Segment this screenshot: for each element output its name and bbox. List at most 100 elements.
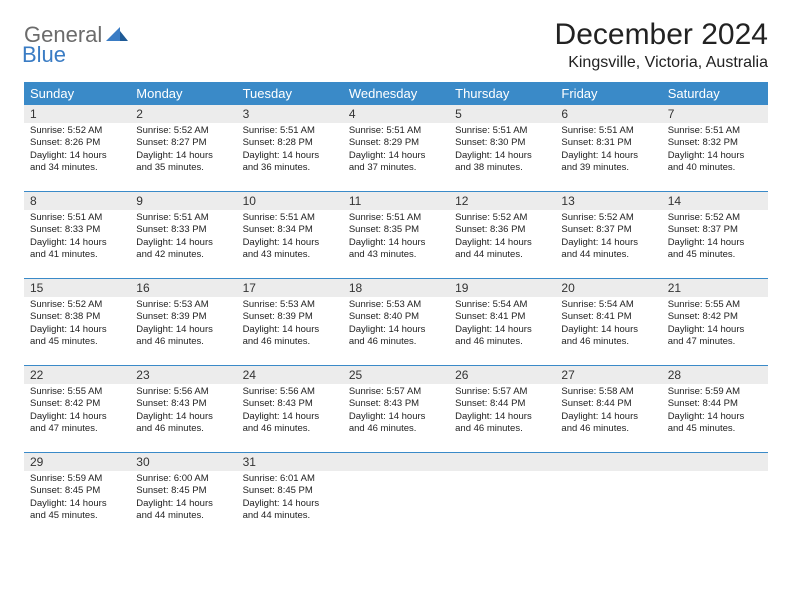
day-number: 17: [237, 279, 343, 297]
day-content: Sunrise: 5:52 AMSunset: 8:26 PMDaylight:…: [24, 123, 130, 178]
day-number: 19: [449, 279, 555, 297]
calendar-day-cell: 31Sunrise: 6:01 AMSunset: 8:45 PMDayligh…: [237, 453, 343, 540]
day-content: Sunrise: 5:56 AMSunset: 8:43 PMDaylight:…: [130, 384, 236, 439]
calendar-day-cell: 15Sunrise: 5:52 AMSunset: 8:38 PMDayligh…: [24, 279, 130, 366]
calendar-week-row: 8Sunrise: 5:51 AMSunset: 8:33 PMDaylight…: [24, 192, 768, 279]
calendar-day-cell: [343, 453, 449, 540]
day-number: 12: [449, 192, 555, 210]
calendar-day-cell: [555, 453, 661, 540]
logo-text-blue: Blue: [22, 42, 66, 67]
calendar-body: 1Sunrise: 5:52 AMSunset: 8:26 PMDaylight…: [24, 105, 768, 539]
title-block: December 2024 Kingsville, Victoria, Aust…: [555, 18, 768, 72]
calendar-day-cell: 27Sunrise: 5:58 AMSunset: 8:44 PMDayligh…: [555, 366, 661, 453]
day-number: 15: [24, 279, 130, 297]
calendar-day-cell: 29Sunrise: 5:59 AMSunset: 8:45 PMDayligh…: [24, 453, 130, 540]
day-number: 7: [662, 105, 768, 123]
calendar-day-cell: [662, 453, 768, 540]
day-content: Sunrise: 6:01 AMSunset: 8:45 PMDaylight:…: [237, 471, 343, 526]
day-number: 11: [343, 192, 449, 210]
day-number: 26: [449, 366, 555, 384]
day-number: 30: [130, 453, 236, 471]
calendar-table: Sunday Monday Tuesday Wednesday Thursday…: [24, 82, 768, 539]
calendar-day-cell: 11Sunrise: 5:51 AMSunset: 8:35 PMDayligh…: [343, 192, 449, 279]
day-content: Sunrise: 5:59 AMSunset: 8:44 PMDaylight:…: [662, 384, 768, 439]
calendar-day-cell: 14Sunrise: 5:52 AMSunset: 8:37 PMDayligh…: [662, 192, 768, 279]
calendar-day-cell: 13Sunrise: 5:52 AMSunset: 8:37 PMDayligh…: [555, 192, 661, 279]
day-content: Sunrise: 5:53 AMSunset: 8:40 PMDaylight:…: [343, 297, 449, 352]
day-content: Sunrise: 5:51 AMSunset: 8:33 PMDaylight:…: [24, 210, 130, 265]
day-content: Sunrise: 5:53 AMSunset: 8:39 PMDaylight:…: [130, 297, 236, 352]
day-header: Tuesday: [237, 82, 343, 105]
day-content: Sunrise: 5:51 AMSunset: 8:31 PMDaylight:…: [555, 123, 661, 178]
day-number: 18: [343, 279, 449, 297]
day-number: 9: [130, 192, 236, 210]
day-content: Sunrise: 5:55 AMSunset: 8:42 PMDaylight:…: [662, 297, 768, 352]
day-content: Sunrise: 5:52 AMSunset: 8:27 PMDaylight:…: [130, 123, 236, 178]
calendar-day-cell: 7Sunrise: 5:51 AMSunset: 8:32 PMDaylight…: [662, 105, 768, 192]
day-number: 28: [662, 366, 768, 384]
day-header: Wednesday: [343, 82, 449, 105]
calendar-day-cell: 25Sunrise: 5:57 AMSunset: 8:43 PMDayligh…: [343, 366, 449, 453]
day-number: 5: [449, 105, 555, 123]
calendar-day-cell: 1Sunrise: 5:52 AMSunset: 8:26 PMDaylight…: [24, 105, 130, 192]
day-number: 3: [237, 105, 343, 123]
day-content: Sunrise: 5:55 AMSunset: 8:42 PMDaylight:…: [24, 384, 130, 439]
day-content: Sunrise: 5:52 AMSunset: 8:37 PMDaylight:…: [662, 210, 768, 265]
calendar-day-cell: 26Sunrise: 5:57 AMSunset: 8:44 PMDayligh…: [449, 366, 555, 453]
day-content: Sunrise: 5:51 AMSunset: 8:28 PMDaylight:…: [237, 123, 343, 178]
calendar-day-cell: 8Sunrise: 5:51 AMSunset: 8:33 PMDaylight…: [24, 192, 130, 279]
empty-day-number: [555, 453, 661, 471]
calendar-day-cell: 21Sunrise: 5:55 AMSunset: 8:42 PMDayligh…: [662, 279, 768, 366]
day-content: Sunrise: 5:51 AMSunset: 8:29 PMDaylight:…: [343, 123, 449, 178]
day-header-row: Sunday Monday Tuesday Wednesday Thursday…: [24, 82, 768, 105]
day-number: 29: [24, 453, 130, 471]
calendar-day-cell: 30Sunrise: 6:00 AMSunset: 8:45 PMDayligh…: [130, 453, 236, 540]
calendar-day-cell: 12Sunrise: 5:52 AMSunset: 8:36 PMDayligh…: [449, 192, 555, 279]
day-header: Monday: [130, 82, 236, 105]
day-number: 31: [237, 453, 343, 471]
day-content: Sunrise: 5:57 AMSunset: 8:44 PMDaylight:…: [449, 384, 555, 439]
day-number: 24: [237, 366, 343, 384]
day-content: Sunrise: 5:58 AMSunset: 8:44 PMDaylight:…: [555, 384, 661, 439]
calendar-day-cell: 18Sunrise: 5:53 AMSunset: 8:40 PMDayligh…: [343, 279, 449, 366]
day-number: 1: [24, 105, 130, 123]
calendar-week-row: 15Sunrise: 5:52 AMSunset: 8:38 PMDayligh…: [24, 279, 768, 366]
day-number: 2: [130, 105, 236, 123]
day-header: Friday: [555, 82, 661, 105]
day-number: 25: [343, 366, 449, 384]
day-content: Sunrise: 5:57 AMSunset: 8:43 PMDaylight:…: [343, 384, 449, 439]
calendar-day-cell: 23Sunrise: 5:56 AMSunset: 8:43 PMDayligh…: [130, 366, 236, 453]
logo-triangle-icon: [106, 25, 128, 46]
day-content: Sunrise: 5:51 AMSunset: 8:33 PMDaylight:…: [130, 210, 236, 265]
day-number: 22: [24, 366, 130, 384]
calendar-day-cell: 2Sunrise: 5:52 AMSunset: 8:27 PMDaylight…: [130, 105, 236, 192]
day-content: Sunrise: 5:54 AMSunset: 8:41 PMDaylight:…: [449, 297, 555, 352]
day-number: 16: [130, 279, 236, 297]
day-content: Sunrise: 5:54 AMSunset: 8:41 PMDaylight:…: [555, 297, 661, 352]
day-content: Sunrise: 5:51 AMSunset: 8:34 PMDaylight:…: [237, 210, 343, 265]
calendar-day-cell: 4Sunrise: 5:51 AMSunset: 8:29 PMDaylight…: [343, 105, 449, 192]
day-header: Saturday: [662, 82, 768, 105]
header-row: General December 2024 Kingsville, Victor…: [24, 18, 768, 72]
calendar-day-cell: 17Sunrise: 5:53 AMSunset: 8:39 PMDayligh…: [237, 279, 343, 366]
calendar-day-cell: 9Sunrise: 5:51 AMSunset: 8:33 PMDaylight…: [130, 192, 236, 279]
calendar-day-cell: 22Sunrise: 5:55 AMSunset: 8:42 PMDayligh…: [24, 366, 130, 453]
day-content: Sunrise: 5:53 AMSunset: 8:39 PMDaylight:…: [237, 297, 343, 352]
calendar-week-row: 1Sunrise: 5:52 AMSunset: 8:26 PMDaylight…: [24, 105, 768, 192]
day-content: Sunrise: 5:56 AMSunset: 8:43 PMDaylight:…: [237, 384, 343, 439]
calendar-day-cell: 16Sunrise: 5:53 AMSunset: 8:39 PMDayligh…: [130, 279, 236, 366]
day-number: 20: [555, 279, 661, 297]
day-header: Thursday: [449, 82, 555, 105]
empty-day-number: [449, 453, 555, 471]
location-text: Kingsville, Victoria, Australia: [555, 54, 768, 72]
day-number: 6: [555, 105, 661, 123]
calendar-day-cell: 24Sunrise: 5:56 AMSunset: 8:43 PMDayligh…: [237, 366, 343, 453]
empty-day-number: [662, 453, 768, 471]
calendar-week-row: 29Sunrise: 5:59 AMSunset: 8:45 PMDayligh…: [24, 453, 768, 540]
day-content: Sunrise: 5:51 AMSunset: 8:32 PMDaylight:…: [662, 123, 768, 178]
logo-blue-wrap: Blue: [24, 42, 66, 68]
day-content: Sunrise: 6:00 AMSunset: 8:45 PMDaylight:…: [130, 471, 236, 526]
day-number: 10: [237, 192, 343, 210]
calendar-day-cell: 10Sunrise: 5:51 AMSunset: 8:34 PMDayligh…: [237, 192, 343, 279]
day-content: Sunrise: 5:51 AMSunset: 8:30 PMDaylight:…: [449, 123, 555, 178]
